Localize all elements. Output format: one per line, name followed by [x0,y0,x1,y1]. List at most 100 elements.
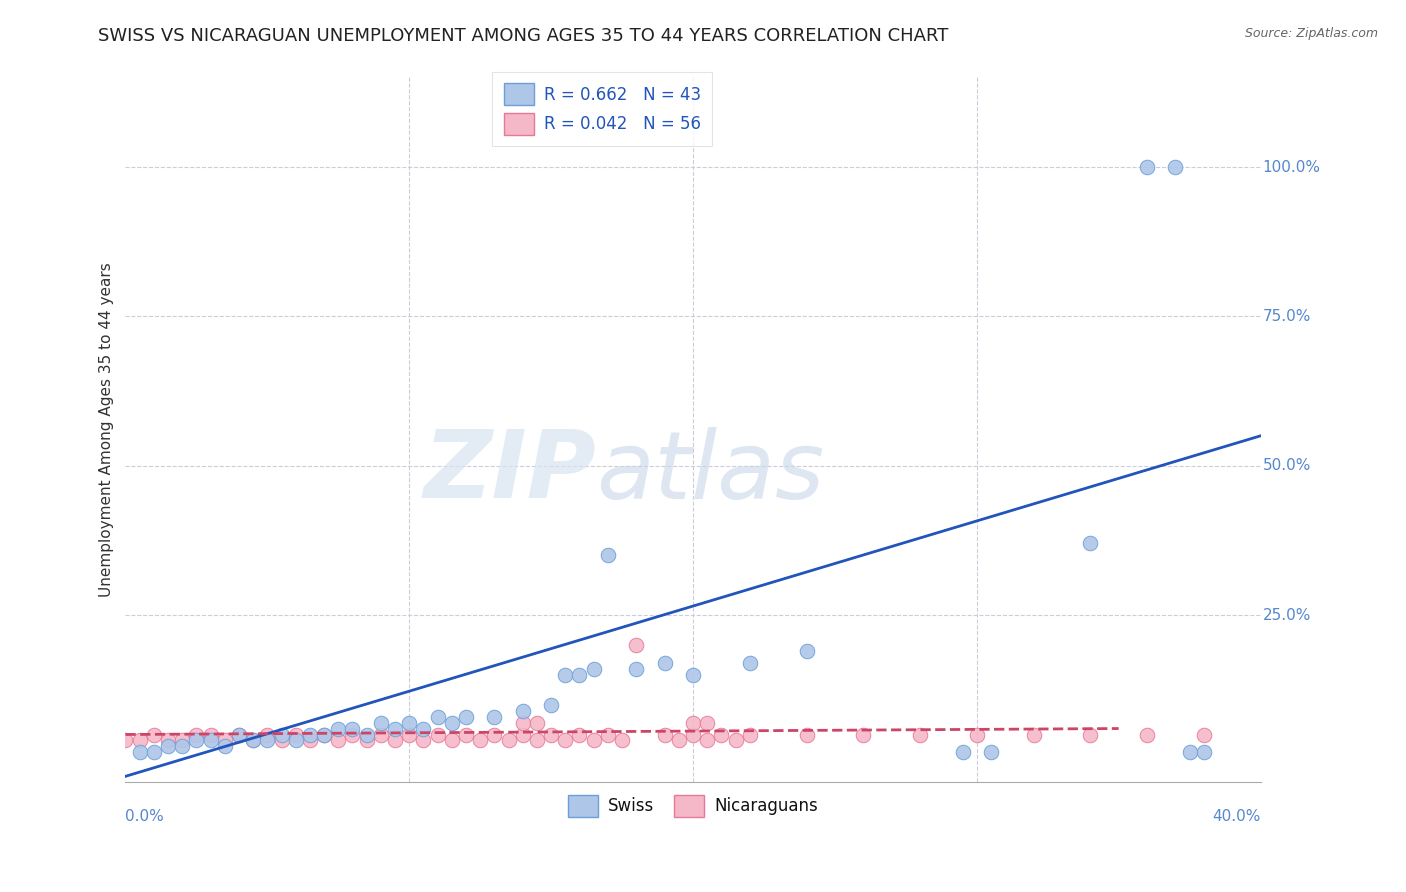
Point [498,733,520,747]
Point [270,733,292,747]
Point [796,644,818,658]
Point [440,733,463,747]
Point [596,549,619,563]
Text: 0.0%: 0.0% [125,809,165,824]
Point [554,733,576,747]
Point [114,733,136,747]
Point [470,733,492,747]
Point [228,727,250,741]
Point [626,638,648,652]
Point [314,727,336,741]
Point [370,727,392,741]
Text: 100.0%: 100.0% [1263,160,1320,175]
Point [484,727,506,741]
Point [172,733,194,747]
Point [256,733,278,747]
Point [242,733,264,747]
Text: 75.0%: 75.0% [1263,309,1312,324]
Point [384,722,406,736]
Point [738,727,761,741]
Point [1136,727,1159,741]
Point [526,715,548,730]
Point [356,727,378,741]
Point [186,733,208,747]
Point [157,733,180,747]
Point [1192,727,1215,741]
Text: Source: ZipAtlas.com: Source: ZipAtlas.com [1244,27,1378,40]
Point [540,698,562,712]
Point [328,722,350,736]
Text: 50.0%: 50.0% [1263,458,1312,473]
Point [128,746,150,760]
Point [298,733,321,747]
Point [370,715,392,730]
Point [426,727,449,741]
Point [142,727,165,741]
Point [298,727,321,741]
Point [342,727,364,741]
Point [710,727,733,741]
Point [398,727,420,741]
Point [242,733,264,747]
Point [200,727,222,741]
Point [484,709,506,723]
Point [1192,746,1215,760]
Point [356,733,378,747]
Point [682,727,704,741]
Legend: Swiss, Nicaraguans: Swiss, Nicaraguans [561,789,825,823]
Point [626,662,648,676]
Point [796,727,818,741]
Point [610,733,633,747]
Point [1178,746,1201,760]
Point [284,727,307,741]
Point [426,709,449,723]
Point [1078,536,1101,550]
Point [412,733,434,747]
Text: 25.0%: 25.0% [1263,607,1312,623]
Point [1136,160,1159,174]
Point [668,733,690,747]
Point [596,727,619,741]
Point [966,727,988,741]
Point [284,733,307,747]
Point [200,733,222,747]
Text: SWISS VS NICARAGUAN UNEMPLOYMENT AMONG AGES 35 TO 44 YEARS CORRELATION CHART: SWISS VS NICARAGUAN UNEMPLOYMENT AMONG A… [98,27,949,45]
Point [1164,160,1187,174]
Point [512,715,534,730]
Point [512,704,534,718]
Point [398,715,420,730]
Point [384,733,406,747]
Point [654,656,676,670]
Point [314,727,336,741]
Point [440,715,463,730]
Point [696,715,718,730]
Point [454,709,477,723]
Point [512,727,534,741]
Point [682,715,704,730]
Point [582,662,605,676]
Point [526,733,548,747]
Point [724,733,747,747]
Point [412,722,434,736]
Text: ZIP: ZIP [423,426,596,518]
Point [540,727,562,741]
Point [342,722,364,736]
Point [228,727,250,741]
Point [738,656,761,670]
Point [214,733,236,747]
Point [172,739,194,754]
Y-axis label: Unemployment Among Ages 35 to 44 years: Unemployment Among Ages 35 to 44 years [100,262,114,598]
Text: atlas: atlas [596,426,825,517]
Point [328,733,350,747]
Point [696,733,718,747]
Point [256,727,278,741]
Point [454,727,477,741]
Point [852,727,875,741]
Point [908,727,931,741]
Point [1022,727,1045,741]
Point [980,746,1002,760]
Point [554,667,576,681]
Point [128,733,150,747]
Point [214,739,236,754]
Point [682,667,704,681]
